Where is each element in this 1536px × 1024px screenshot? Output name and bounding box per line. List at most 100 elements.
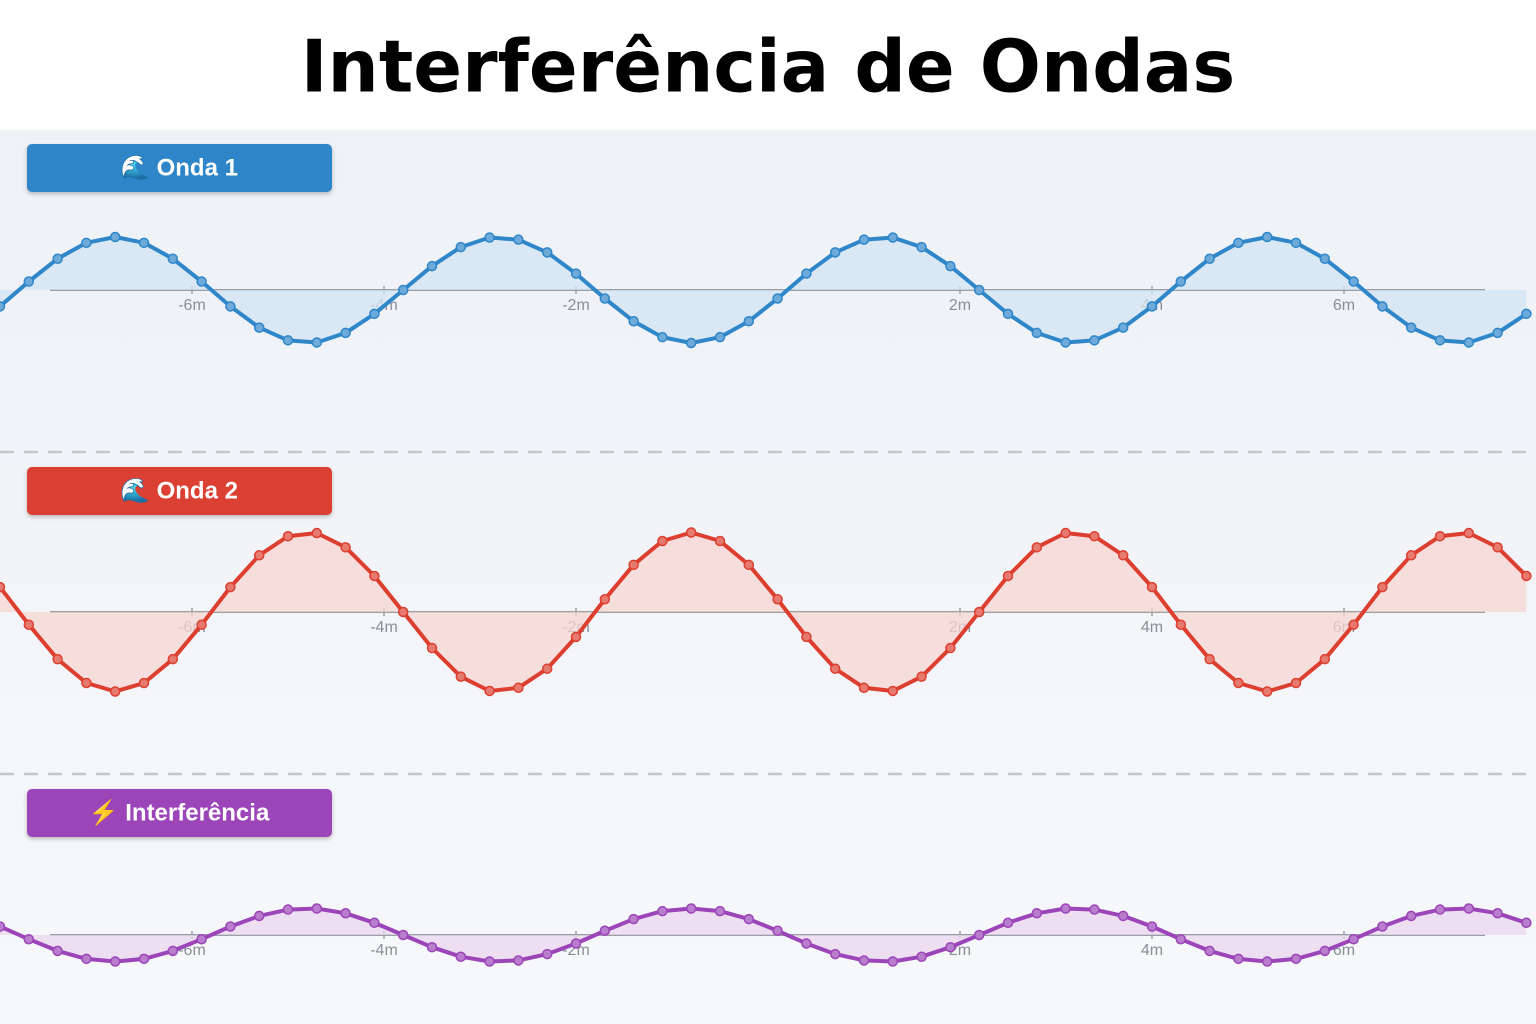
point [858, 955, 870, 966]
point [628, 316, 639, 327]
x-tick-label: 4m [1141, 619, 1163, 636]
point [1348, 276, 1359, 287]
point [1405, 910, 1417, 922]
point [369, 308, 380, 320]
point [253, 550, 265, 561]
point [1434, 530, 1446, 542]
point [167, 253, 179, 264]
point [1031, 327, 1043, 339]
point [714, 331, 726, 343]
badge [27, 144, 332, 192]
point [1204, 945, 1215, 957]
point [1233, 953, 1244, 965]
x-tick-label: -4m [370, 619, 398, 636]
point [1434, 335, 1446, 346]
point [52, 253, 63, 264]
point [1319, 945, 1331, 957]
point [81, 677, 92, 689]
point [81, 237, 92, 249]
point [196, 276, 207, 287]
point [714, 905, 726, 917]
point [1492, 542, 1503, 553]
point [397, 606, 409, 618]
point [455, 241, 467, 253]
point [1117, 322, 1129, 333]
point [109, 231, 121, 243]
point [1319, 653, 1331, 665]
point [0, 921, 6, 932]
point [657, 535, 668, 547]
point [0, 581, 6, 593]
x-tick-label: -4m [370, 942, 398, 959]
point [282, 530, 294, 542]
area [0, 908, 1527, 962]
point [858, 234, 870, 245]
point [1261, 231, 1273, 243]
point [0, 301, 6, 312]
x-tick-label: -6m [178, 297, 206, 314]
badge [27, 467, 332, 515]
point [1348, 933, 1359, 945]
point [657, 905, 668, 917]
point [1377, 921, 1388, 932]
header-bg [0, 0, 1536, 130]
badge-label: 🌊 Onda 1 [120, 153, 238, 181]
point [426, 642, 438, 654]
point [1060, 527, 1071, 539]
chart-panel: -6m -4m -2m 2m 4m 6m⚡ Interferência [0, 789, 1532, 967]
point [1233, 677, 1244, 689]
point [225, 581, 236, 593]
point [1089, 530, 1100, 542]
point [1377, 581, 1388, 593]
point [887, 956, 899, 967]
point [570, 268, 582, 279]
point [772, 594, 783, 605]
point [541, 247, 553, 258]
point [829, 663, 841, 674]
x-tick-label: 2m [949, 297, 971, 314]
point [196, 933, 207, 945]
point [109, 686, 121, 697]
point [1002, 917, 1014, 929]
point [599, 925, 611, 937]
point [167, 945, 179, 957]
point [1434, 904, 1446, 915]
point [1089, 904, 1100, 915]
point [887, 685, 899, 697]
point [1521, 570, 1532, 582]
point [1463, 527, 1475, 539]
point [916, 241, 927, 253]
point [311, 527, 323, 539]
point [1175, 619, 1187, 630]
point [81, 953, 92, 965]
point [1146, 301, 1158, 312]
point [945, 642, 956, 654]
area [0, 237, 1527, 343]
point [973, 284, 985, 296]
point [196, 619, 207, 630]
point [23, 933, 35, 945]
point [1261, 956, 1273, 967]
point [484, 232, 495, 243]
point [829, 948, 841, 960]
point [743, 559, 755, 571]
point [138, 953, 150, 965]
point [1405, 322, 1417, 333]
point [138, 237, 150, 249]
point [743, 316, 755, 327]
point [1290, 677, 1302, 689]
point [426, 260, 438, 272]
point [513, 955, 524, 966]
point [743, 913, 755, 925]
point [513, 682, 524, 694]
point [1002, 570, 1014, 582]
point [109, 956, 121, 967]
point [1521, 308, 1532, 320]
point [801, 631, 812, 643]
point [1175, 276, 1187, 287]
point [397, 929, 409, 941]
point [570, 631, 582, 643]
point [628, 913, 639, 925]
